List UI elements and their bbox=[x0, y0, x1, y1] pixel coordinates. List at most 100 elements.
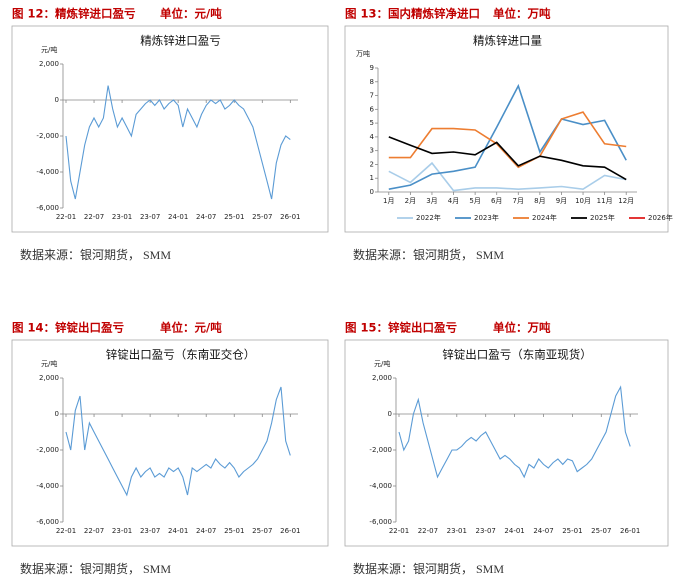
x-tick-label: 24-01 bbox=[168, 527, 188, 535]
y-tick-label: -6,000 bbox=[369, 518, 392, 526]
x-tick-label: 22-01 bbox=[389, 527, 409, 535]
x-tick-label: 3月 bbox=[426, 197, 437, 205]
x-tick-label: 1月 bbox=[383, 197, 394, 205]
x-tick-label: 24-07 bbox=[196, 213, 216, 221]
series-line bbox=[388, 83, 627, 190]
x-tick-label: 23-01 bbox=[112, 527, 132, 535]
y-tick-label: 4 bbox=[370, 133, 375, 141]
x-tick-label: 23-01 bbox=[447, 527, 467, 535]
legend-label: 2025年 bbox=[590, 213, 615, 222]
figure-heading: 图 13：国内精炼锌净进口 bbox=[345, 7, 480, 21]
series-line bbox=[388, 111, 627, 169]
x-tick-label: 24-01 bbox=[168, 213, 188, 221]
figure-frame bbox=[344, 25, 669, 233]
x-tick-label: 9月 bbox=[556, 197, 567, 205]
y-tick-label: 0 bbox=[55, 410, 59, 418]
source-note: 数据来源：银河期货， SMM bbox=[20, 247, 171, 262]
legend-label: 2026年 bbox=[648, 213, 673, 222]
y-tick-label: -4,000 bbox=[36, 482, 59, 490]
y-unit: 元/吨 bbox=[41, 359, 57, 368]
x-tick-label: 26-01 bbox=[280, 527, 300, 535]
x-tick-label: 24-07 bbox=[533, 527, 553, 535]
figure-heading: 图 15：锌锭出口盈亏 bbox=[345, 321, 458, 335]
figure-heading: 图 12：精炼锌进口盈亏 bbox=[12, 7, 136, 21]
y-tick-label: -2,000 bbox=[369, 446, 392, 454]
legend-label: 2023年 bbox=[474, 213, 499, 222]
series-line bbox=[398, 385, 631, 479]
y-tick-label: 2,000 bbox=[39, 60, 59, 68]
figure-frame bbox=[11, 25, 329, 233]
chart-title: 精炼锌进口量 bbox=[473, 34, 542, 48]
source-note: 数据来源：银河期货， SMM bbox=[353, 247, 504, 262]
unit-note: 单位：元/吨 bbox=[160, 321, 222, 335]
x-tick-label: 25-01 bbox=[224, 527, 244, 535]
x-tick-label: 24-01 bbox=[504, 527, 524, 535]
series-line bbox=[388, 161, 627, 192]
x-tick-label: 4月 bbox=[448, 197, 459, 205]
x-tick-label: 23-01 bbox=[112, 213, 132, 221]
figure-frame bbox=[344, 339, 669, 547]
chart-title: 锌锭出口盈亏（东南亚交仓） bbox=[106, 348, 256, 362]
y-tick-label: -2,000 bbox=[36, 132, 59, 140]
y-tick-label: 7 bbox=[370, 92, 374, 100]
legend-label: 2022年 bbox=[416, 213, 441, 222]
y-tick-label: -6,000 bbox=[36, 518, 59, 526]
y-tick-label: 6 bbox=[370, 105, 375, 113]
x-tick-label: 22-07 bbox=[418, 527, 438, 535]
y-tick-label: -6,000 bbox=[36, 204, 59, 212]
x-tick-label: 22-07 bbox=[84, 527, 104, 535]
x-tick-label: 22-07 bbox=[84, 213, 104, 221]
x-tick-label: 23-07 bbox=[140, 213, 160, 221]
unit-note: 单位：元/吨 bbox=[160, 7, 222, 21]
x-tick-label: 25-01 bbox=[224, 213, 244, 221]
figure-frame bbox=[11, 339, 329, 547]
y-tick-label: 8 bbox=[370, 78, 374, 86]
x-tick-label: 25-07 bbox=[252, 527, 272, 535]
y-tick-label: 1 bbox=[370, 174, 374, 182]
y-tick-label: 9 bbox=[370, 64, 374, 72]
x-tick-label: 23-07 bbox=[476, 527, 496, 535]
x-tick-label: 25-07 bbox=[252, 213, 272, 221]
y-tick-label: 5 bbox=[370, 119, 374, 127]
x-tick-label: 7月 bbox=[513, 197, 524, 205]
y-tick-label: 2 bbox=[370, 160, 374, 168]
y-tick-label: 0 bbox=[55, 96, 59, 104]
x-tick-label: 12月 bbox=[618, 197, 634, 205]
x-tick-label: 25-01 bbox=[562, 527, 582, 535]
x-tick-label: 22-01 bbox=[56, 527, 76, 535]
y-tick-label: -4,000 bbox=[369, 482, 392, 490]
chart-title: 锌锭出口盈亏（东南亚现货） bbox=[442, 348, 592, 362]
chart-title: 精炼锌进口盈亏 bbox=[140, 34, 221, 48]
x-tick-label: 25-07 bbox=[591, 527, 611, 535]
series-line bbox=[65, 85, 291, 200]
x-tick-label: 26-01 bbox=[620, 527, 640, 535]
legend-label: 2024年 bbox=[532, 213, 557, 222]
source-note: 数据来源：银河期货， SMM bbox=[20, 561, 171, 576]
y-tick-label: 2,000 bbox=[372, 374, 392, 382]
y-tick-label: 3 bbox=[370, 147, 374, 155]
x-tick-label: 26-01 bbox=[280, 213, 300, 221]
x-tick-label: 23-07 bbox=[140, 527, 160, 535]
unit-note: 单位：万吨 bbox=[493, 7, 551, 21]
x-tick-label: 10月 bbox=[575, 197, 591, 205]
y-tick-label: 0 bbox=[370, 188, 374, 196]
series-line bbox=[65, 386, 291, 497]
x-tick-label: 8月 bbox=[534, 197, 545, 205]
x-tick-label: 22-01 bbox=[56, 213, 76, 221]
x-tick-label: 24-07 bbox=[196, 527, 216, 535]
y-tick-label: 2,000 bbox=[39, 374, 59, 382]
y-unit: 元/吨 bbox=[374, 359, 390, 368]
x-tick-label: 2月 bbox=[405, 197, 416, 205]
y-tick-label: 0 bbox=[388, 410, 392, 418]
source-note: 数据来源：银河期货， SMM bbox=[353, 561, 504, 576]
y-tick-label: -2,000 bbox=[36, 446, 59, 454]
y-unit: 万吨 bbox=[356, 49, 370, 58]
y-tick-label: -4,000 bbox=[36, 168, 59, 176]
figure-heading: 图 14：锌锭出口盈亏 bbox=[12, 321, 125, 335]
y-unit: 元/吨 bbox=[41, 45, 57, 54]
series-line bbox=[388, 136, 627, 181]
x-tick-label: 6月 bbox=[491, 197, 502, 205]
x-tick-label: 11月 bbox=[597, 197, 613, 205]
x-tick-label: 5月 bbox=[469, 197, 480, 205]
